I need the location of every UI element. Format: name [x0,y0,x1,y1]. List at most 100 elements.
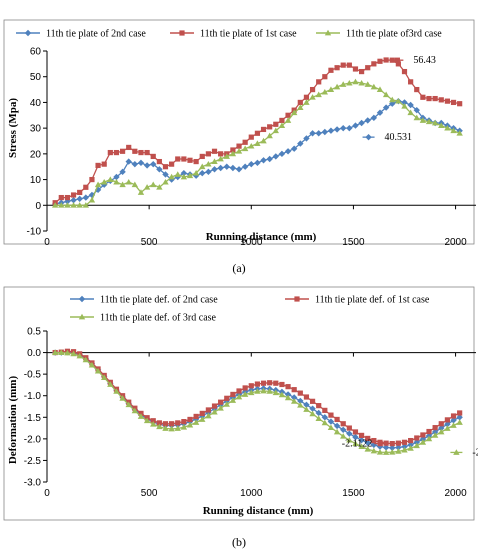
legend-marker [294,296,300,302]
data-point [334,65,340,71]
data-point [113,173,120,181]
data-point [119,168,126,176]
data-point [303,94,310,100]
data-point [425,118,433,125]
data-point [370,83,378,90]
data-point [88,196,96,203]
data-point [340,81,347,87]
data-point [401,439,408,445]
data-point [456,130,463,136]
chart-b-x-ticks: 0 500 1000 1500 2000 [44,352,467,499]
data-point [175,156,181,162]
data-point [199,163,206,170]
data-point [328,67,334,73]
data-point [297,140,304,147]
data-point [235,166,243,173]
data-point [89,176,95,183]
data-point [438,424,445,432]
data-point [383,57,389,63]
data-point [218,399,224,405]
data-point [267,380,273,386]
data-point [413,114,420,121]
legend-label: 11th tie plate of3rd case [346,29,442,40]
data-point [266,155,273,163]
chart-a-frame [3,19,475,245]
chart-panel-b: 11th tie plate def. of 2nd case 11th tie … [3,286,478,521]
data-point [168,173,175,180]
data-point [401,443,408,450]
data-point [187,157,193,163]
data-point [138,149,144,156]
legend-marker [78,295,86,303]
data-point [82,356,90,363]
data-point [76,195,83,203]
data-point [70,196,77,204]
data-point [279,381,285,388]
data-point [359,432,365,439]
y-tick-label: -10 [27,227,42,238]
data-point [211,166,218,173]
data-point [125,178,132,185]
y-tick-label: 30 [30,124,42,135]
data-point [419,117,427,123]
data-point [174,173,181,181]
data-point [64,194,71,201]
data-point [309,130,316,137]
data-point [321,128,329,136]
data-point [162,178,169,185]
data-point [382,449,390,455]
y-tick-label: 40 [30,98,42,109]
chart-b-y-axis-label: Deformation (mm) [7,376,19,465]
x-tick-label: 500 [141,488,158,499]
data-point [248,389,255,396]
data-point [94,181,102,188]
data-point [181,419,187,425]
data-point [199,410,205,417]
data-point [181,156,187,162]
data-point [377,58,383,64]
data-point [364,439,371,446]
data-point [413,439,420,446]
data-point [444,425,451,431]
data-point [82,202,90,208]
data-point [230,391,236,398]
data-point [107,149,113,156]
data-point [315,91,322,98]
x-tick-label: 0 [44,237,50,248]
data-point [432,95,438,102]
data-point [303,99,310,105]
data-point [389,100,396,107]
data-point [235,148,243,154]
data-point [401,99,408,106]
data-point [395,444,402,451]
data-point [186,421,194,428]
data-point [425,435,433,442]
data-point [407,109,414,116]
data-point [260,157,267,164]
data-point [156,184,163,190]
data-point [297,99,303,106]
data-point [278,150,286,158]
data-point [193,413,199,420]
data-point [95,162,101,169]
data-point [364,81,371,87]
data-point [156,420,162,426]
data-point [58,194,64,201]
data-point [365,65,371,71]
data-point [358,119,365,127]
data-point [174,171,181,177]
data-point [64,202,71,208]
data-point [333,422,341,430]
legend-marker [324,29,332,36]
chart-panel-a: 11th tie plate of 2nd case 11th tie plate… [3,19,476,248]
data-point [340,62,346,68]
chart-a-annotations: 56.43 40.531 [362,55,436,143]
data-point [205,151,211,157]
data-point [278,122,286,128]
data-point [333,126,341,133]
data-point [241,391,249,397]
data-point [266,132,273,139]
data-point [432,425,438,431]
chart-a-x-axis-label: Running distance (mm) [206,231,317,243]
data-point [224,395,230,401]
